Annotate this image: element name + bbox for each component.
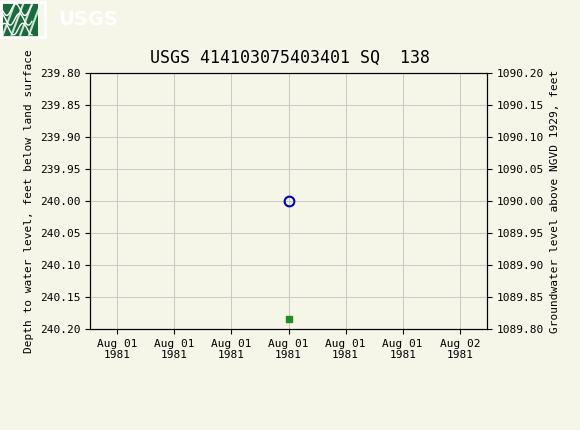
Legend: Period of approved data: Period of approved data [180, 427, 397, 430]
Y-axis label: Depth to water level, feet below land surface: Depth to water level, feet below land su… [24, 49, 34, 353]
Bar [1, 2, 45, 37]
Text: USGS 414103075403401 SQ  138: USGS 414103075403401 SQ 138 [150, 49, 430, 67]
Y-axis label: Groundwater level above NGVD 1929, feet: Groundwater level above NGVD 1929, feet [550, 69, 560, 333]
Text: USGS: USGS [58, 10, 118, 29]
FancyBboxPatch shape [3, 2, 38, 37]
